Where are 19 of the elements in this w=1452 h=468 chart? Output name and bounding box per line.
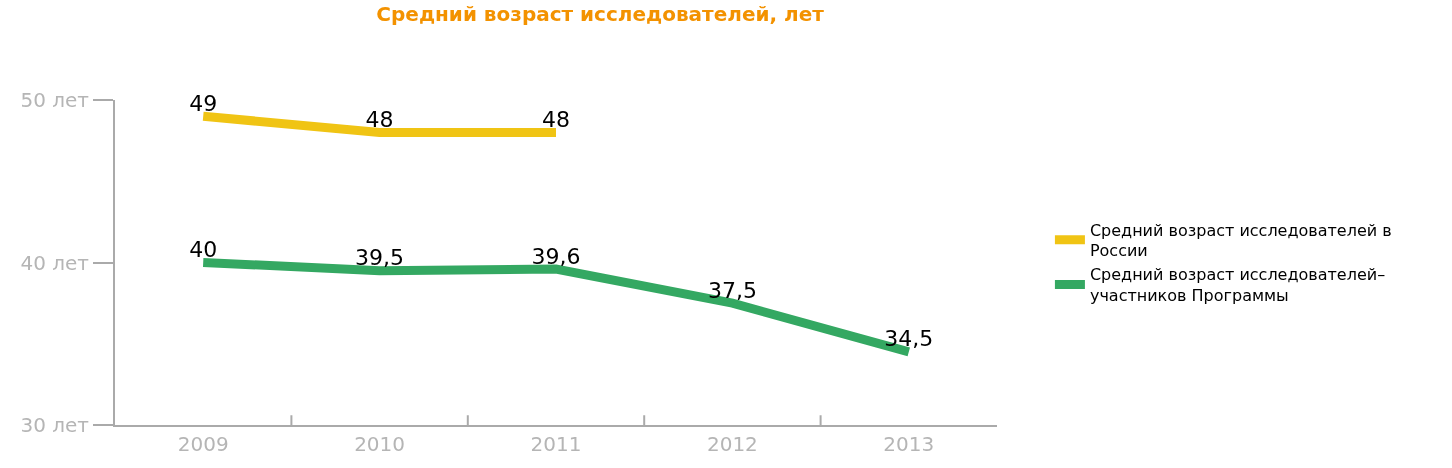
x-tick-label: 2011	[530, 432, 582, 456]
data-label: 40	[189, 237, 218, 262]
data-label: 39,6	[531, 243, 581, 269]
x-tick-label: 2010	[354, 432, 406, 456]
x-tick-label: 2009	[177, 432, 229, 456]
x-tick-label: 2012	[706, 432, 758, 456]
legend-label: Средний возраст исследователей в России	[1089, 220, 1392, 261]
chart-title: Средний возраст исследователей, лет	[376, 2, 825, 27]
y-tick-label: 40 лет	[20, 250, 90, 275]
data-label: 49	[189, 90, 218, 116]
data-label: 48	[542, 107, 570, 132]
y-tick-label: 50 лет	[20, 88, 90, 112]
data-label: 37,5	[707, 277, 757, 303]
data-label: 39,5	[355, 245, 405, 271]
y-tick-label: 30 лет	[20, 413, 90, 437]
x-tick-label: 2013	[883, 432, 935, 456]
data-label: 34,5	[884, 326, 934, 352]
legend-label: Средний возраст исследователей–участников Программы	[1089, 265, 1386, 306]
data-label: 48	[365, 107, 394, 132]
